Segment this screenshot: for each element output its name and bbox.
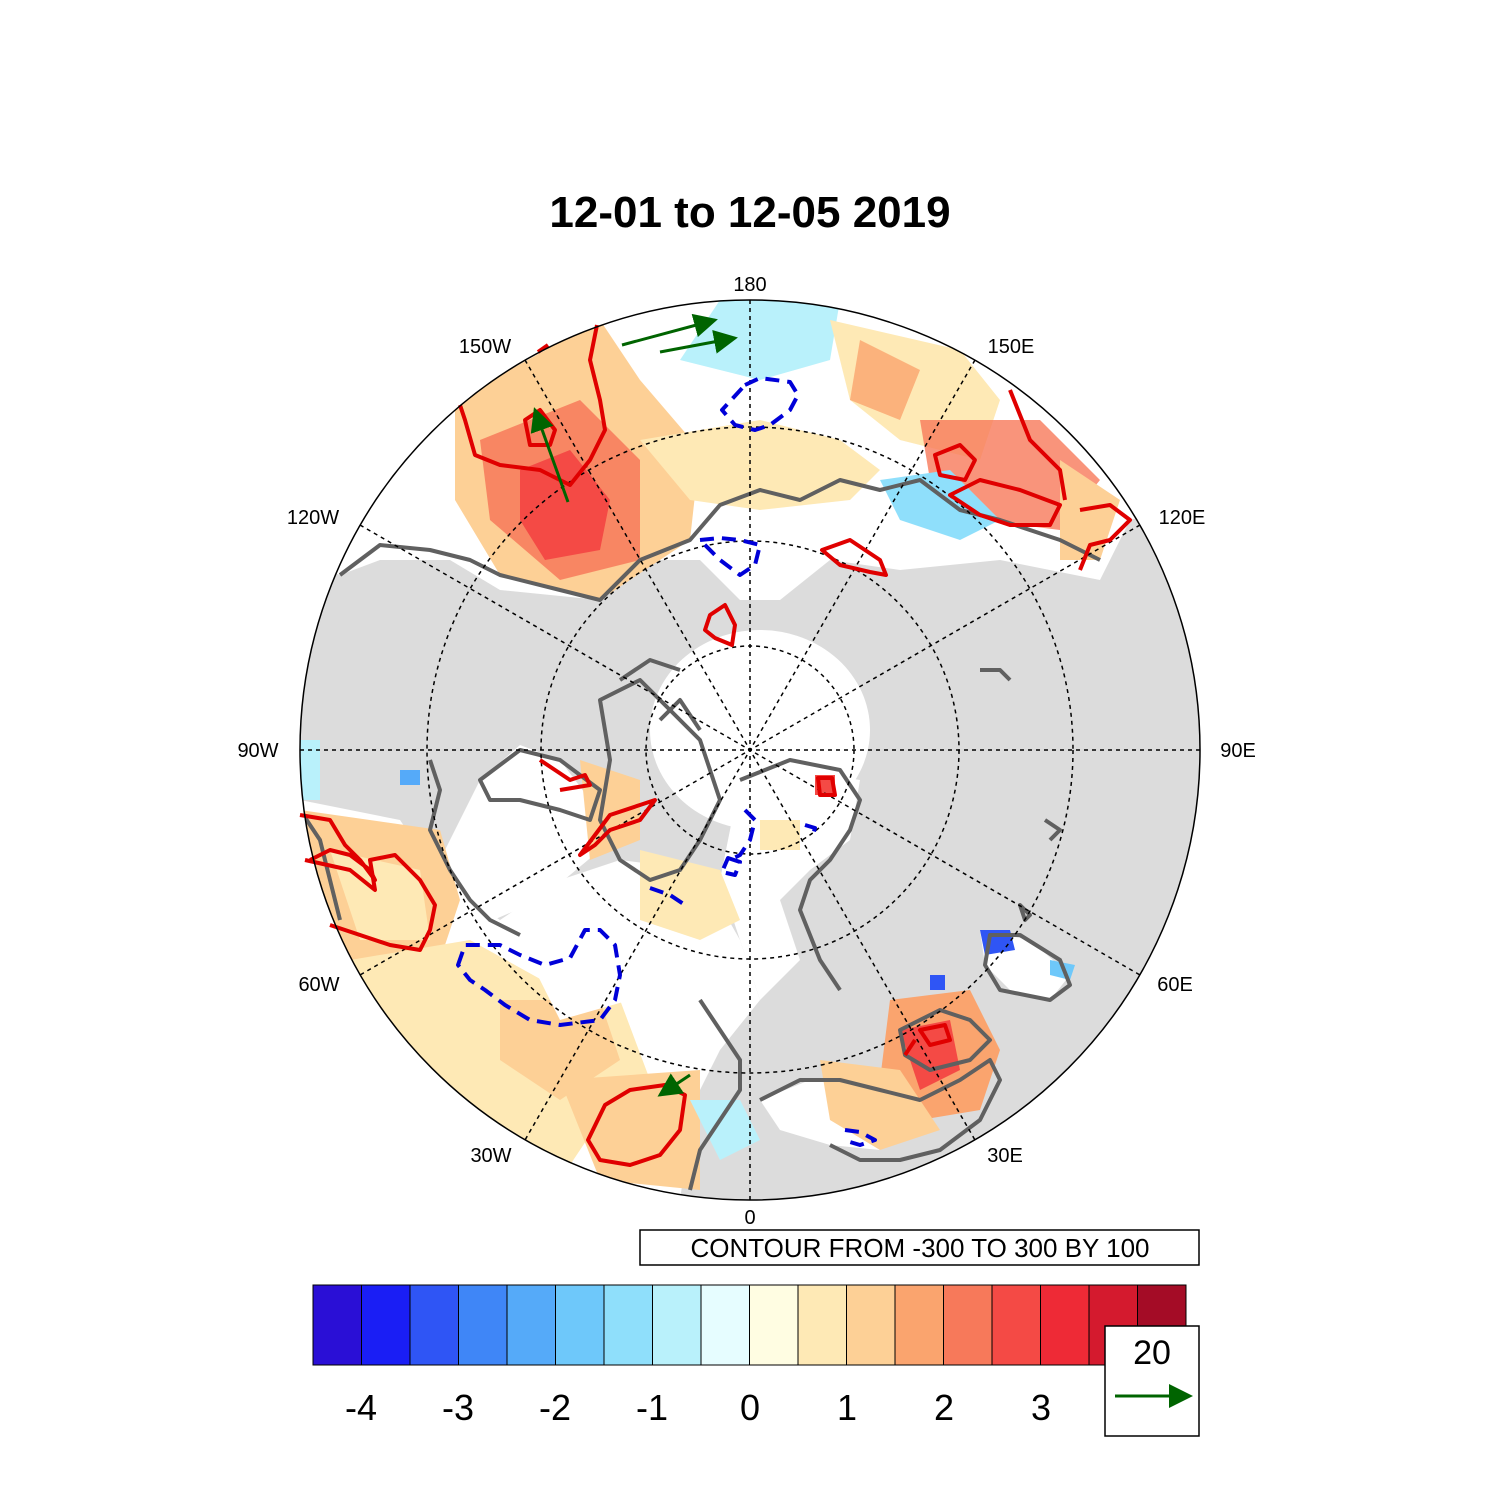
- contour-info-box: CONTOUR FROM -300 TO 300 BY 100: [639, 1229, 1200, 1266]
- colorbar-cell: [409, 1284, 459, 1366]
- colorbar-label: -2: [539, 1387, 571, 1428]
- reference-vector-magnitude: 20: [1133, 1334, 1171, 1372]
- lon-label-180: 180: [733, 274, 766, 296]
- reference-vector-box: 20: [1104, 1325, 1200, 1437]
- lon-label-30e: 30E: [987, 1145, 1023, 1167]
- colorbar-cell: [846, 1284, 896, 1366]
- colorbar-labels: -4 -3 -2 -1 0 1 2 3: [345, 1387, 1051, 1428]
- colorbar-label: 0: [740, 1387, 760, 1428]
- map-title: 12-01 to 12-05 2019: [549, 188, 951, 237]
- colorbar-cell: [943, 1284, 993, 1366]
- lon-label-0: 0: [744, 1207, 755, 1229]
- colorbar-cell: [991, 1284, 1041, 1366]
- lon-label-90e: 90E: [1220, 740, 1256, 762]
- colorbar-cell: [603, 1284, 653, 1366]
- colorbar-cell: [1040, 1284, 1090, 1366]
- colorbar-label: -1: [636, 1387, 668, 1428]
- lon-label-150w: 150W: [459, 336, 511, 358]
- colorbar-label: -3: [442, 1387, 474, 1428]
- lon-label-60w: 60W: [298, 974, 339, 996]
- negative-contours: [456, 376, 877, 1147]
- colorbar-cell: [700, 1284, 750, 1366]
- colorbar-cell: [555, 1284, 605, 1366]
- wind-vectors: [530, 313, 738, 1097]
- colorbar-cell: [361, 1284, 411, 1366]
- colorbar-cell: [458, 1284, 508, 1366]
- colorbar-label: 2: [934, 1387, 954, 1428]
- lon-label-90w: 90W: [237, 740, 278, 762]
- colorbar-label: 3: [1031, 1387, 1051, 1428]
- anomaly-shading: [300, 300, 1120, 1190]
- longitude-labels: 180 150E 120E 90E 60E 30E 0 30W 60W 90W …: [237, 274, 1255, 1229]
- colorbar-cell: [894, 1284, 944, 1366]
- lon-label-30w: 30W: [470, 1145, 511, 1167]
- contour-info-text: CONTOUR FROM -300 TO 300 BY 100: [690, 1233, 1149, 1263]
- colorbar: [312, 1284, 1187, 1366]
- map-border: [299, 299, 1201, 1201]
- colorbar-label: 1: [837, 1387, 857, 1428]
- graticule: [300, 300, 1200, 1200]
- colorbar-cell: [797, 1284, 847, 1366]
- colorbar-cell: [749, 1284, 799, 1366]
- colorbar-cell: [312, 1284, 362, 1366]
- lon-label-60e: 60E: [1157, 974, 1193, 996]
- colorbar-cell: [652, 1284, 702, 1366]
- colorbar-cell: [506, 1284, 556, 1366]
- lon-label-120e: 120E: [1159, 507, 1206, 529]
- colorbar-label: -4: [345, 1387, 377, 1428]
- lon-label-120w: 120W: [287, 507, 339, 529]
- lon-label-150e: 150E: [988, 336, 1035, 358]
